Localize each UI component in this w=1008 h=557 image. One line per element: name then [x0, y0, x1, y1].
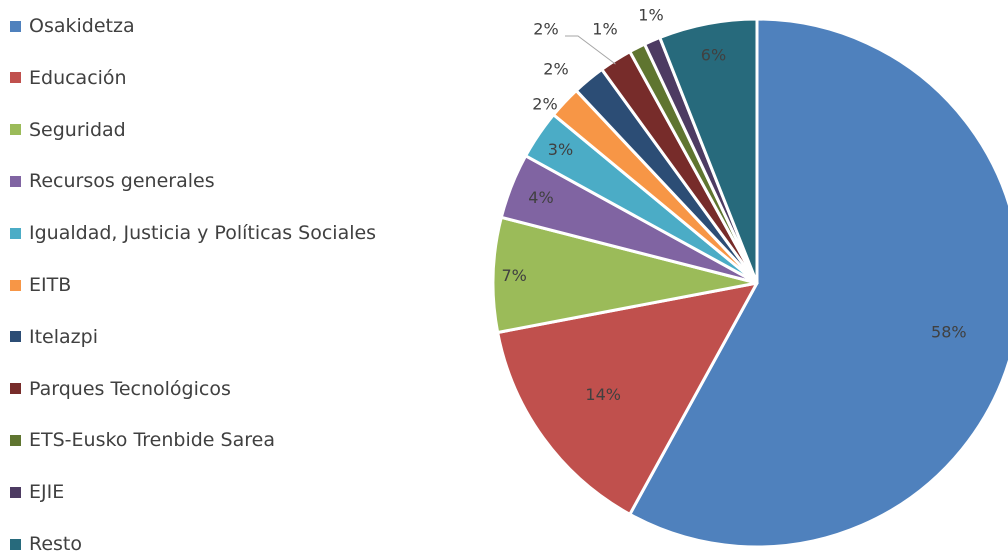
- legend-swatch: [10, 227, 21, 239]
- legend-item-ets-eusko-trenbide-sarea: ETS-Eusko Trenbide Sarea: [10, 427, 275, 453]
- legend-label: Educación: [29, 66, 127, 89]
- legend-label: Seguridad: [29, 118, 126, 141]
- legend-swatch: [10, 279, 21, 291]
- legend-label: Osakidetza: [29, 15, 135, 37]
- legend-label: Itelazpi: [29, 325, 98, 348]
- data-label-recursos-generales: 4%: [528, 188, 553, 207]
- legend-item-ejie: EJIE: [10, 479, 64, 505]
- legend-label: EITB: [29, 274, 72, 296]
- legend-swatch: [10, 538, 21, 550]
- data-label-ejie: 1%: [638, 6, 663, 25]
- legend-label: Parques Tecnológicos: [29, 377, 231, 400]
- legend-item-itelazpi: Itelazpi: [10, 324, 98, 350]
- chart-legend: Osakidetza Educación Seguridad Recursos gen…: [10, 0, 450, 557]
- legend-item-osakidetza: Osakidetza: [10, 13, 135, 39]
- legend-item-parques-tecnologicos: Parques Tecnológicos: [10, 376, 231, 402]
- legend-swatch: [10, 434, 21, 446]
- legend-swatch: [10, 72, 21, 84]
- legend-label: Resto: [29, 533, 83, 555]
- data-label-eitb: 2%: [532, 95, 557, 114]
- pie-slice-resto: [658, 17, 759, 285]
- legend-label: Igualdad, Justicia y Políticas Sociales: [29, 222, 377, 245]
- legend-item-seguridad: Seguridad: [10, 117, 126, 143]
- legend-swatch: [10, 20, 21, 32]
- pie-slice-osakidetza: [628, 17, 1008, 549]
- legend-swatch: [10, 331, 21, 343]
- legend-label: ETS-Eusko Trenbide Sarea: [29, 429, 275, 452]
- legend-swatch: [10, 486, 21, 498]
- pie-slice-educacion: [496, 281, 759, 516]
- legend-label: Recursos generales: [29, 170, 215, 193]
- legend-item-eitb: EITB: [10, 272, 71, 298]
- data-label-igualdad-justicia-y-politicas-sociales: 3%: [548, 140, 573, 159]
- legend-swatch: [10, 124, 21, 136]
- data-label-osakidetza: 58%: [931, 323, 967, 342]
- legend-item-recursos-generales: Recursos generales: [10, 168, 215, 194]
- leader-line: [565, 35, 616, 65]
- legend-label: EJIE: [29, 481, 65, 504]
- legend-item-resto: Resto: [10, 531, 82, 557]
- data-label-itelazpi: 2%: [543, 60, 568, 79]
- legend-swatch: [10, 175, 21, 187]
- data-label-parques-tecnologicos: 2%: [533, 20, 558, 39]
- data-label-ets-eusko-trenbide-sarea: 1%: [592, 20, 617, 39]
- legend-swatch: [10, 383, 21, 395]
- data-label-resto: 6%: [701, 45, 726, 64]
- legend-item-igualdad-justicia-y-politicas-sociales: Igualdad, Justicia y Políticas Sociales: [10, 220, 376, 246]
- data-label-educacion: 14%: [585, 385, 621, 404]
- legend-item-educacion: Educación: [10, 65, 127, 91]
- pie-slice-seguridad: [491, 215, 759, 334]
- data-label-seguridad: 7%: [502, 266, 527, 285]
